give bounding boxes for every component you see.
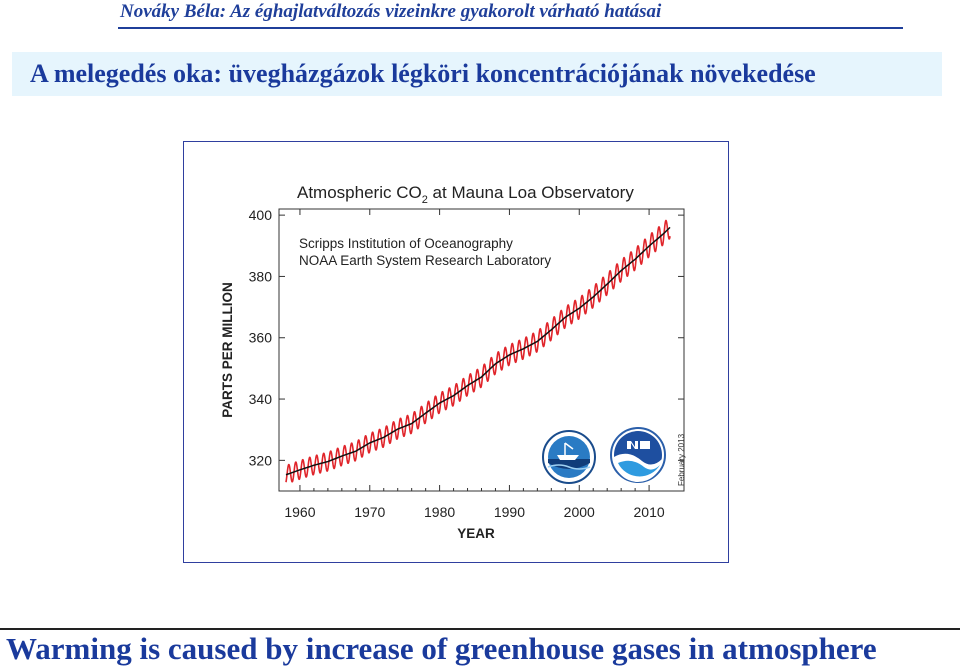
header-divider [118, 27, 903, 29]
x-tick-label: 1980 [424, 504, 455, 520]
x-tick-label: 2000 [564, 504, 595, 520]
x-tick-label: 2010 [634, 504, 665, 520]
slide-title: A melegedés oka: üvegházgázok légköri ko… [30, 59, 816, 88]
date-note: February 2013 [677, 433, 686, 486]
noaa-logo [610, 427, 666, 483]
source-noaa: NOAA Earth System Research Laboratory [299, 253, 551, 268]
y-axis-label: PARTS PER MILLION [220, 282, 235, 418]
y-tick-label: 400 [249, 207, 273, 223]
series-trend-co2 [285, 226, 671, 476]
caption-divider [0, 628, 960, 630]
x-tick-label: 1990 [494, 504, 525, 520]
series-layer [285, 219, 671, 483]
slide-title-bar: A melegedés oka: üvegházgázok légköri ko… [12, 52, 942, 96]
co2-chart: Atmospheric CO2 at Mauna Loa Observatory… [220, 183, 686, 541]
author-line: Nováky Béla: Az éghajlatváltozás vizeink… [120, 1, 662, 22]
axis-ticks: 320 340 360 380 400 1960 1970 1980 1990 2000 2010 [249, 207, 684, 520]
slide-header: Nováky Béla: Az éghajlatváltozás vizeink… [0, 0, 960, 32]
source-scripps: Scripps Institution of Oceanography [299, 236, 513, 251]
y-tick-label: 320 [249, 452, 273, 468]
series-monthly-co2 [285, 219, 671, 483]
chart-title: Atmospheric CO2 at Mauna Loa Observatory [297, 183, 634, 206]
y-tick-label: 360 [249, 330, 273, 346]
scripps-logo [542, 430, 596, 484]
x-tick-label: 1960 [284, 504, 315, 520]
x-axis-label: YEAR [457, 526, 495, 541]
y-tick-label: 340 [249, 391, 273, 407]
slide-caption: Warming is caused by increase of greenho… [6, 631, 877, 666]
y-tick-label: 380 [249, 268, 273, 284]
x-tick-label: 1970 [354, 504, 385, 520]
chart-frame: Atmospheric CO2 at Mauna Loa Observatory… [183, 141, 729, 563]
